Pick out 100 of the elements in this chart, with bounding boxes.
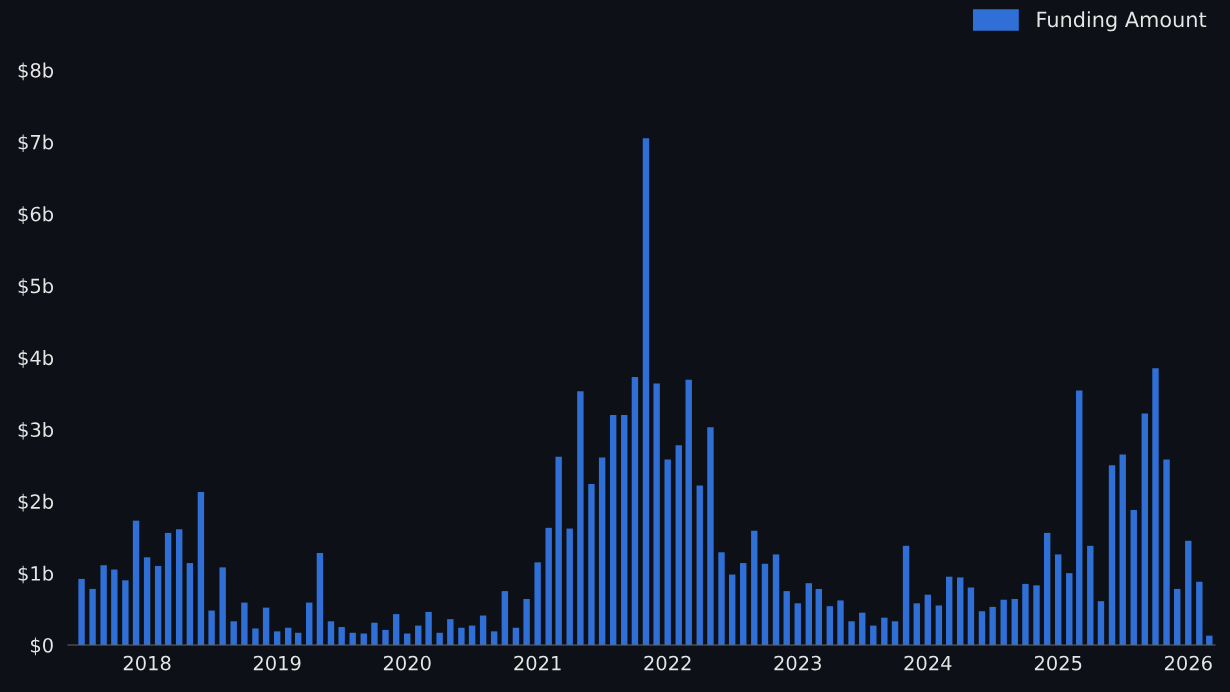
bar [501,591,509,645]
bar [382,629,389,645]
bar [848,621,855,645]
bar [447,619,454,645]
bar [881,617,888,645]
bar [89,588,96,645]
bar [327,621,335,645]
bar [826,606,834,645]
bar [78,578,85,645]
bar [458,627,465,645]
bar [588,484,595,645]
bar [718,552,725,645]
legend-label: Funding Amount [1037,11,1207,32]
bar [707,427,714,645]
bar [577,391,584,645]
bar [642,138,650,645]
bar [859,612,866,645]
bar [783,591,790,645]
bar [164,532,172,645]
bar [751,530,758,645]
bar [924,594,932,645]
bar [338,627,345,645]
x-tick-label: 2025 [1034,655,1082,671]
bar [664,459,671,645]
bar [1033,585,1040,645]
bar [1163,459,1170,645]
bar [545,527,552,645]
bar [219,567,226,645]
bar [675,445,682,645]
bar [609,415,617,645]
bar [371,622,378,645]
bar [175,529,183,645]
bar [1000,599,1007,645]
bar [349,632,356,645]
y-tick-label: $0 [30,637,53,656]
bar [186,563,194,645]
bar [891,621,899,645]
bar [154,565,162,645]
bar [805,583,812,645]
bar [132,520,140,645]
bar [566,528,573,645]
bar [392,614,400,645]
bar [761,563,769,645]
bar [696,485,703,645]
y-tick-label: $1b [18,565,54,584]
bar [794,603,801,645]
bar [534,562,541,645]
bar [197,491,205,645]
bar [1076,390,1083,645]
bar [772,554,780,645]
y-tick-label: $2b [18,493,54,512]
bar [1043,532,1051,645]
bar [523,599,530,645]
bar [1108,465,1116,645]
bar [252,628,259,645]
bar [935,605,943,645]
bar [837,600,844,645]
bar [621,415,628,645]
bar [425,611,432,645]
y-tick-label: $7b [18,134,54,153]
x-tick-label: 2021 [514,655,561,671]
x-tick-label: 2023 [774,655,821,671]
x-tick-label: 2026 [1164,655,1212,671]
bar [100,565,107,645]
bar [685,379,692,645]
bar [1152,368,1159,645]
bar [262,607,270,645]
y-tick-label: $6b [18,206,54,224]
bar [728,574,736,645]
bar [653,383,660,645]
bar [902,545,910,645]
bar [989,606,996,645]
x-tick-label: 2022 [644,655,691,671]
y-tick-label: $4b [18,350,54,368]
bar [1185,540,1192,645]
bar [208,610,215,645]
bar [1206,635,1213,645]
y-tick-label: $8b [18,62,54,81]
y-tick-label: $3b [18,421,54,440]
x-tick-label: 2018 [123,655,171,671]
bar [436,632,443,645]
bar [815,588,822,645]
bar [978,611,986,645]
bar [631,376,639,645]
bar [598,457,606,645]
bar [555,456,562,645]
bar [122,580,129,645]
bar [967,587,975,645]
bar [143,557,151,645]
bar [1119,454,1126,645]
x-tick-label: 2020 [383,655,431,671]
bar [306,602,313,645]
bar [945,576,953,645]
y-tick-label: $5b [18,278,54,296]
bar [1141,413,1149,645]
x-tick-label: 2019 [253,655,301,671]
bar [1011,599,1018,645]
bar [111,569,118,645]
bar [1097,601,1105,645]
bar [230,621,237,645]
